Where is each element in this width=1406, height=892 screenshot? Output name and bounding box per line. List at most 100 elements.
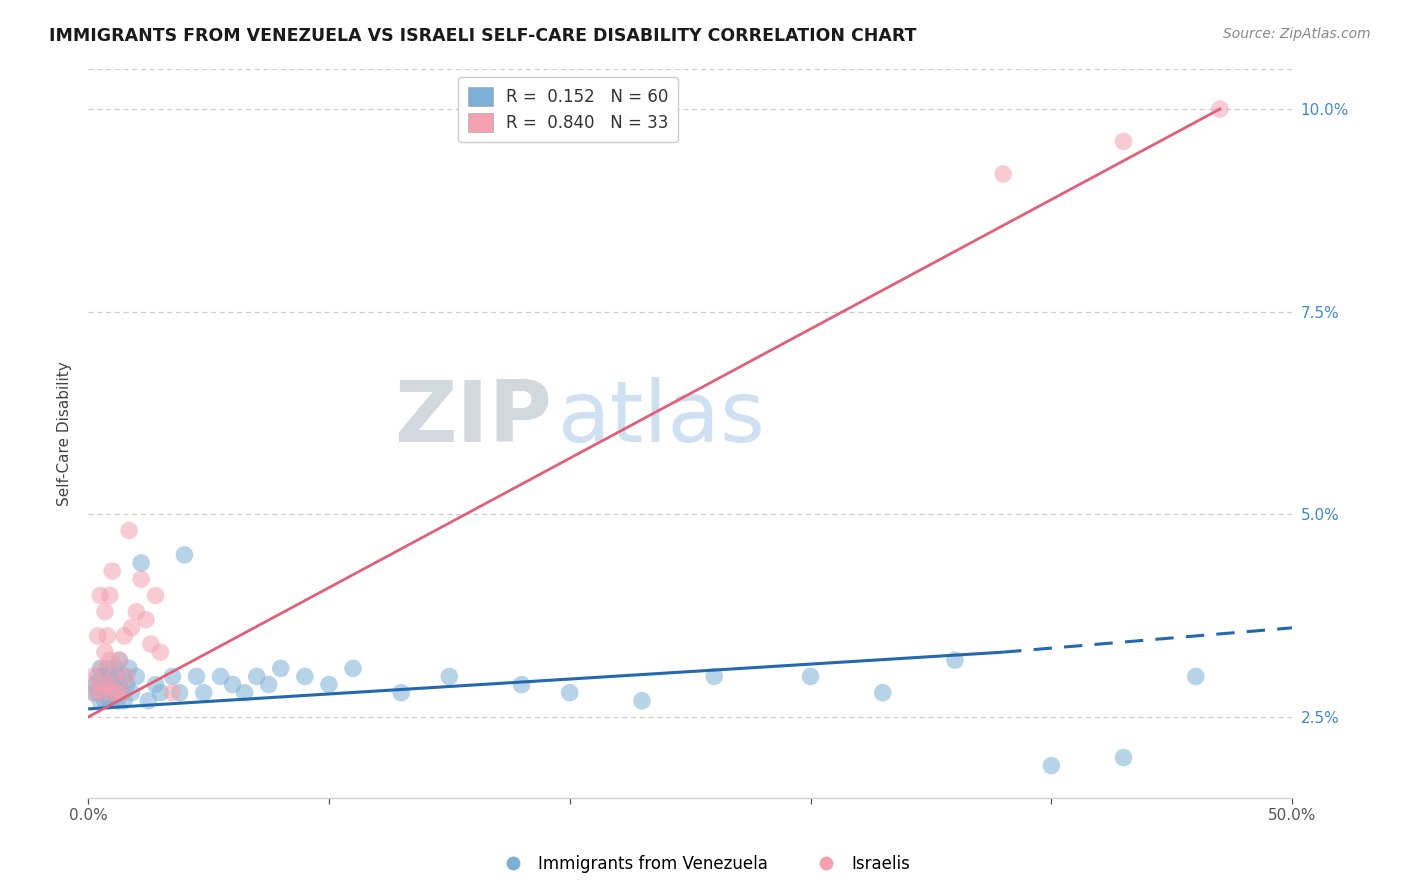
Point <box>125 669 148 683</box>
Point <box>89 677 111 691</box>
Point <box>112 629 135 643</box>
Point <box>125 605 148 619</box>
Point <box>108 653 131 667</box>
Point <box>139 637 162 651</box>
Point <box>101 686 124 700</box>
Point <box>149 645 172 659</box>
Point <box>108 677 131 691</box>
Point <box>246 669 269 683</box>
Point <box>631 694 654 708</box>
Point <box>111 686 134 700</box>
Text: Source: ZipAtlas.com: Source: ZipAtlas.com <box>1223 27 1371 41</box>
Point <box>145 589 167 603</box>
Point <box>118 524 141 538</box>
Point <box>1112 750 1135 764</box>
Point <box>1209 102 1232 116</box>
Text: IMMIGRANTS FROM VENEZUELA VS ISRAELI SELF-CARE DISABILITY CORRELATION CHART: IMMIGRANTS FROM VENEZUELA VS ISRAELI SEL… <box>49 27 917 45</box>
Point <box>112 669 135 683</box>
Point <box>169 686 191 700</box>
Point <box>1184 669 1206 683</box>
Point <box>82 669 104 683</box>
Point <box>94 677 117 691</box>
Point <box>186 669 208 683</box>
Point <box>115 677 138 691</box>
Point <box>108 653 131 667</box>
Point <box>342 661 364 675</box>
Point <box>115 669 138 683</box>
Point <box>91 661 114 675</box>
Point <box>703 669 725 683</box>
Point <box>193 686 215 700</box>
Point <box>145 677 167 691</box>
Point <box>121 621 143 635</box>
Point <box>558 686 581 700</box>
Point <box>389 686 412 700</box>
Point <box>91 686 114 700</box>
Y-axis label: Self-Care Disability: Self-Care Disability <box>58 361 72 506</box>
Point <box>129 572 152 586</box>
Point <box>105 669 128 683</box>
Point <box>84 686 107 700</box>
Point <box>89 661 111 675</box>
Point <box>98 653 121 667</box>
Point <box>96 686 118 700</box>
Point <box>149 686 172 700</box>
Point <box>111 686 134 700</box>
Point <box>82 686 104 700</box>
Legend: R =  0.152   N = 60, R =  0.840   N = 33: R = 0.152 N = 60, R = 0.840 N = 33 <box>458 77 678 142</box>
Point <box>87 669 110 683</box>
Point <box>1112 135 1135 149</box>
Point <box>105 686 128 700</box>
Point <box>135 613 157 627</box>
Point <box>129 556 152 570</box>
Point <box>101 564 124 578</box>
Point <box>96 677 118 691</box>
Point <box>94 645 117 659</box>
Point <box>101 686 124 700</box>
Point <box>98 694 121 708</box>
Point <box>162 686 184 700</box>
Point <box>138 694 160 708</box>
Point <box>84 677 107 691</box>
Point <box>104 669 127 683</box>
Point <box>991 167 1014 181</box>
Point <box>162 669 184 683</box>
Point <box>104 677 127 691</box>
Point <box>118 661 141 675</box>
Point <box>510 677 533 691</box>
Point <box>439 669 461 683</box>
Point <box>91 686 114 700</box>
Point <box>94 694 117 708</box>
Point <box>209 669 232 683</box>
Point <box>121 686 143 700</box>
Point <box>799 669 821 683</box>
Point <box>89 677 111 691</box>
Point <box>96 661 118 675</box>
Point <box>221 677 243 691</box>
Point <box>101 669 124 683</box>
Text: ZIP: ZIP <box>394 377 551 460</box>
Point <box>294 669 316 683</box>
Point <box>96 629 118 643</box>
Point <box>91 669 114 683</box>
Point <box>270 661 292 675</box>
Point <box>872 686 894 700</box>
Point <box>1040 758 1063 772</box>
Point <box>943 653 966 667</box>
Point <box>318 677 340 691</box>
Point <box>233 686 256 700</box>
Point <box>112 694 135 708</box>
Point <box>98 669 121 683</box>
Point <box>257 677 280 691</box>
Point <box>104 661 127 675</box>
Point <box>94 605 117 619</box>
Point <box>105 694 128 708</box>
Text: atlas: atlas <box>558 377 766 460</box>
Point <box>173 548 195 562</box>
Point <box>89 589 111 603</box>
Point <box>87 686 110 700</box>
Point <box>98 589 121 603</box>
Point <box>89 694 111 708</box>
Point <box>87 629 110 643</box>
Legend: Immigrants from Venezuela, Israelis: Immigrants from Venezuela, Israelis <box>489 848 917 880</box>
